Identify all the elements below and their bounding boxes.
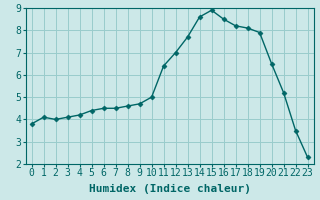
X-axis label: Humidex (Indice chaleur): Humidex (Indice chaleur)	[89, 184, 251, 194]
